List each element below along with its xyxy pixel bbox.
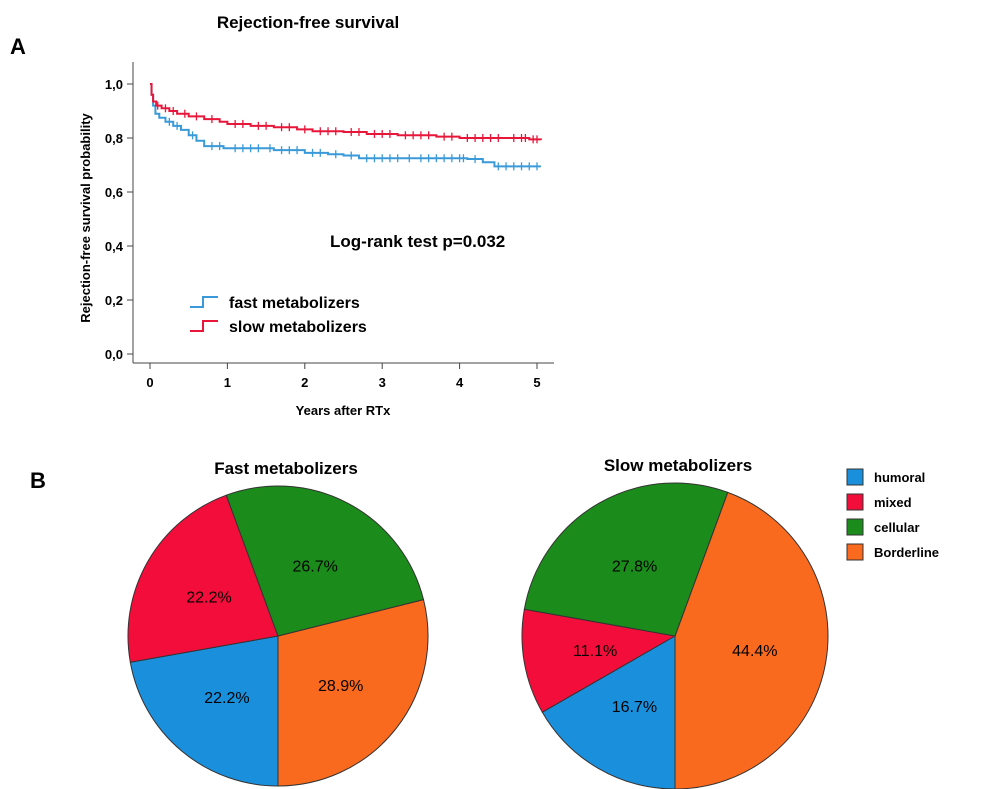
y-tick-label: 1,0 bbox=[105, 77, 123, 92]
survival-chart: Rejection-free survival 0,0 0,2 0,4 0,6 0,8 1… bbox=[78, 13, 554, 418]
panel-b-letter: B bbox=[30, 468, 46, 493]
x-tick-label: 4 bbox=[456, 375, 464, 390]
pie-fast-title: Fast metabolizers bbox=[214, 459, 358, 478]
x-tick-label: 0 bbox=[146, 375, 153, 390]
survival-curve-line bbox=[150, 83, 541, 168]
pie-chart-slow: Slow metabolizers 44.4% 16.7% 11.1% 27.8% bbox=[521, 456, 829, 789]
pie-slice-humoral bbox=[129, 635, 279, 787]
y-axis-ticks: 0,0 0,2 0,4 0,6 0,8 1,0 bbox=[105, 77, 133, 362]
pie-slice-label: 27.8% bbox=[612, 559, 657, 576]
pie-slice-borderline bbox=[674, 491, 829, 789]
survival-curve-line bbox=[150, 83, 542, 141]
x-axis-label: Years after RTx bbox=[296, 403, 391, 418]
y-tick-label: 0,2 bbox=[105, 293, 123, 308]
y-tick-label: 0,4 bbox=[105, 239, 124, 254]
pie-slow-slices: 44.4% 16.7% 11.1% 27.8% bbox=[521, 482, 829, 789]
legend-swatch-humoral bbox=[846, 468, 864, 486]
x-tick-label: 3 bbox=[379, 375, 386, 390]
legend-label-humoral: humoral bbox=[874, 470, 925, 485]
pie-slice-label: 22.2% bbox=[186, 589, 231, 606]
legend-label-borderline: Borderline bbox=[874, 545, 939, 560]
y-axis-label: Rejection-free survival probability bbox=[78, 112, 93, 322]
pie-slice-mixed bbox=[127, 494, 279, 663]
series-fast bbox=[150, 83, 541, 171]
legend-step-slow bbox=[190, 320, 218, 332]
y-tick-label: 0,0 bbox=[105, 347, 123, 362]
pie-slice-cellular bbox=[225, 485, 425, 637]
x-axis-ticks: 0 1 2 3 4 5 bbox=[146, 363, 541, 390]
pie-slice-label: 26.7% bbox=[293, 559, 338, 576]
pie-slow-title: Slow metabolizers bbox=[604, 456, 752, 475]
legend-step-fast bbox=[190, 296, 218, 308]
survival-chart-title: Rejection-free survival bbox=[217, 13, 399, 32]
legend-label-fast: fast metabolizers bbox=[229, 295, 360, 312]
legend-swatch-mixed bbox=[846, 493, 864, 511]
x-tick-label: 2 bbox=[301, 375, 308, 390]
y-tick-label: 0,6 bbox=[105, 185, 123, 200]
pie-slice-humoral bbox=[541, 635, 676, 789]
pie-slice-cellular bbox=[523, 482, 729, 637]
pie-slice-label: 22.2% bbox=[204, 690, 249, 707]
pie-chart-fast: Fast metabolizers 28.9% 22.2% 22.2% 26.7% bbox=[127, 459, 429, 787]
legend-swatch-cellular bbox=[846, 518, 864, 536]
pie-slice-borderline bbox=[277, 599, 429, 787]
survival-curves bbox=[150, 83, 542, 171]
pie-fast-slices: 28.9% 22.2% 22.2% 26.7% bbox=[127, 485, 429, 787]
x-tick-label: 5 bbox=[533, 375, 540, 390]
legend-label-mixed: mixed bbox=[874, 495, 912, 510]
pie-slice-label: 28.9% bbox=[318, 678, 363, 695]
legend-label-cellular: cellular bbox=[874, 520, 920, 535]
y-tick-label: 0,8 bbox=[105, 131, 123, 146]
survival-legend: fast metabolizers slow metabolizers bbox=[190, 295, 367, 336]
legend-label-slow: slow metabolizers bbox=[229, 319, 367, 336]
pie-legend: humoral mixed cellular Borderline bbox=[846, 468, 939, 561]
pie-slice-mixed bbox=[521, 608, 677, 713]
panel-a-letter: A bbox=[10, 34, 26, 59]
pie-slice-label: 16.7% bbox=[612, 699, 657, 716]
legend-swatch-borderline bbox=[846, 543, 864, 561]
log-rank-annotation: Log-rank test p=0.032 bbox=[330, 232, 505, 251]
x-tick-label: 1 bbox=[224, 375, 231, 390]
pie-slice-label: 44.4% bbox=[732, 643, 777, 660]
pie-slice-label: 11.1% bbox=[573, 643, 617, 660]
series-slow bbox=[150, 83, 542, 144]
